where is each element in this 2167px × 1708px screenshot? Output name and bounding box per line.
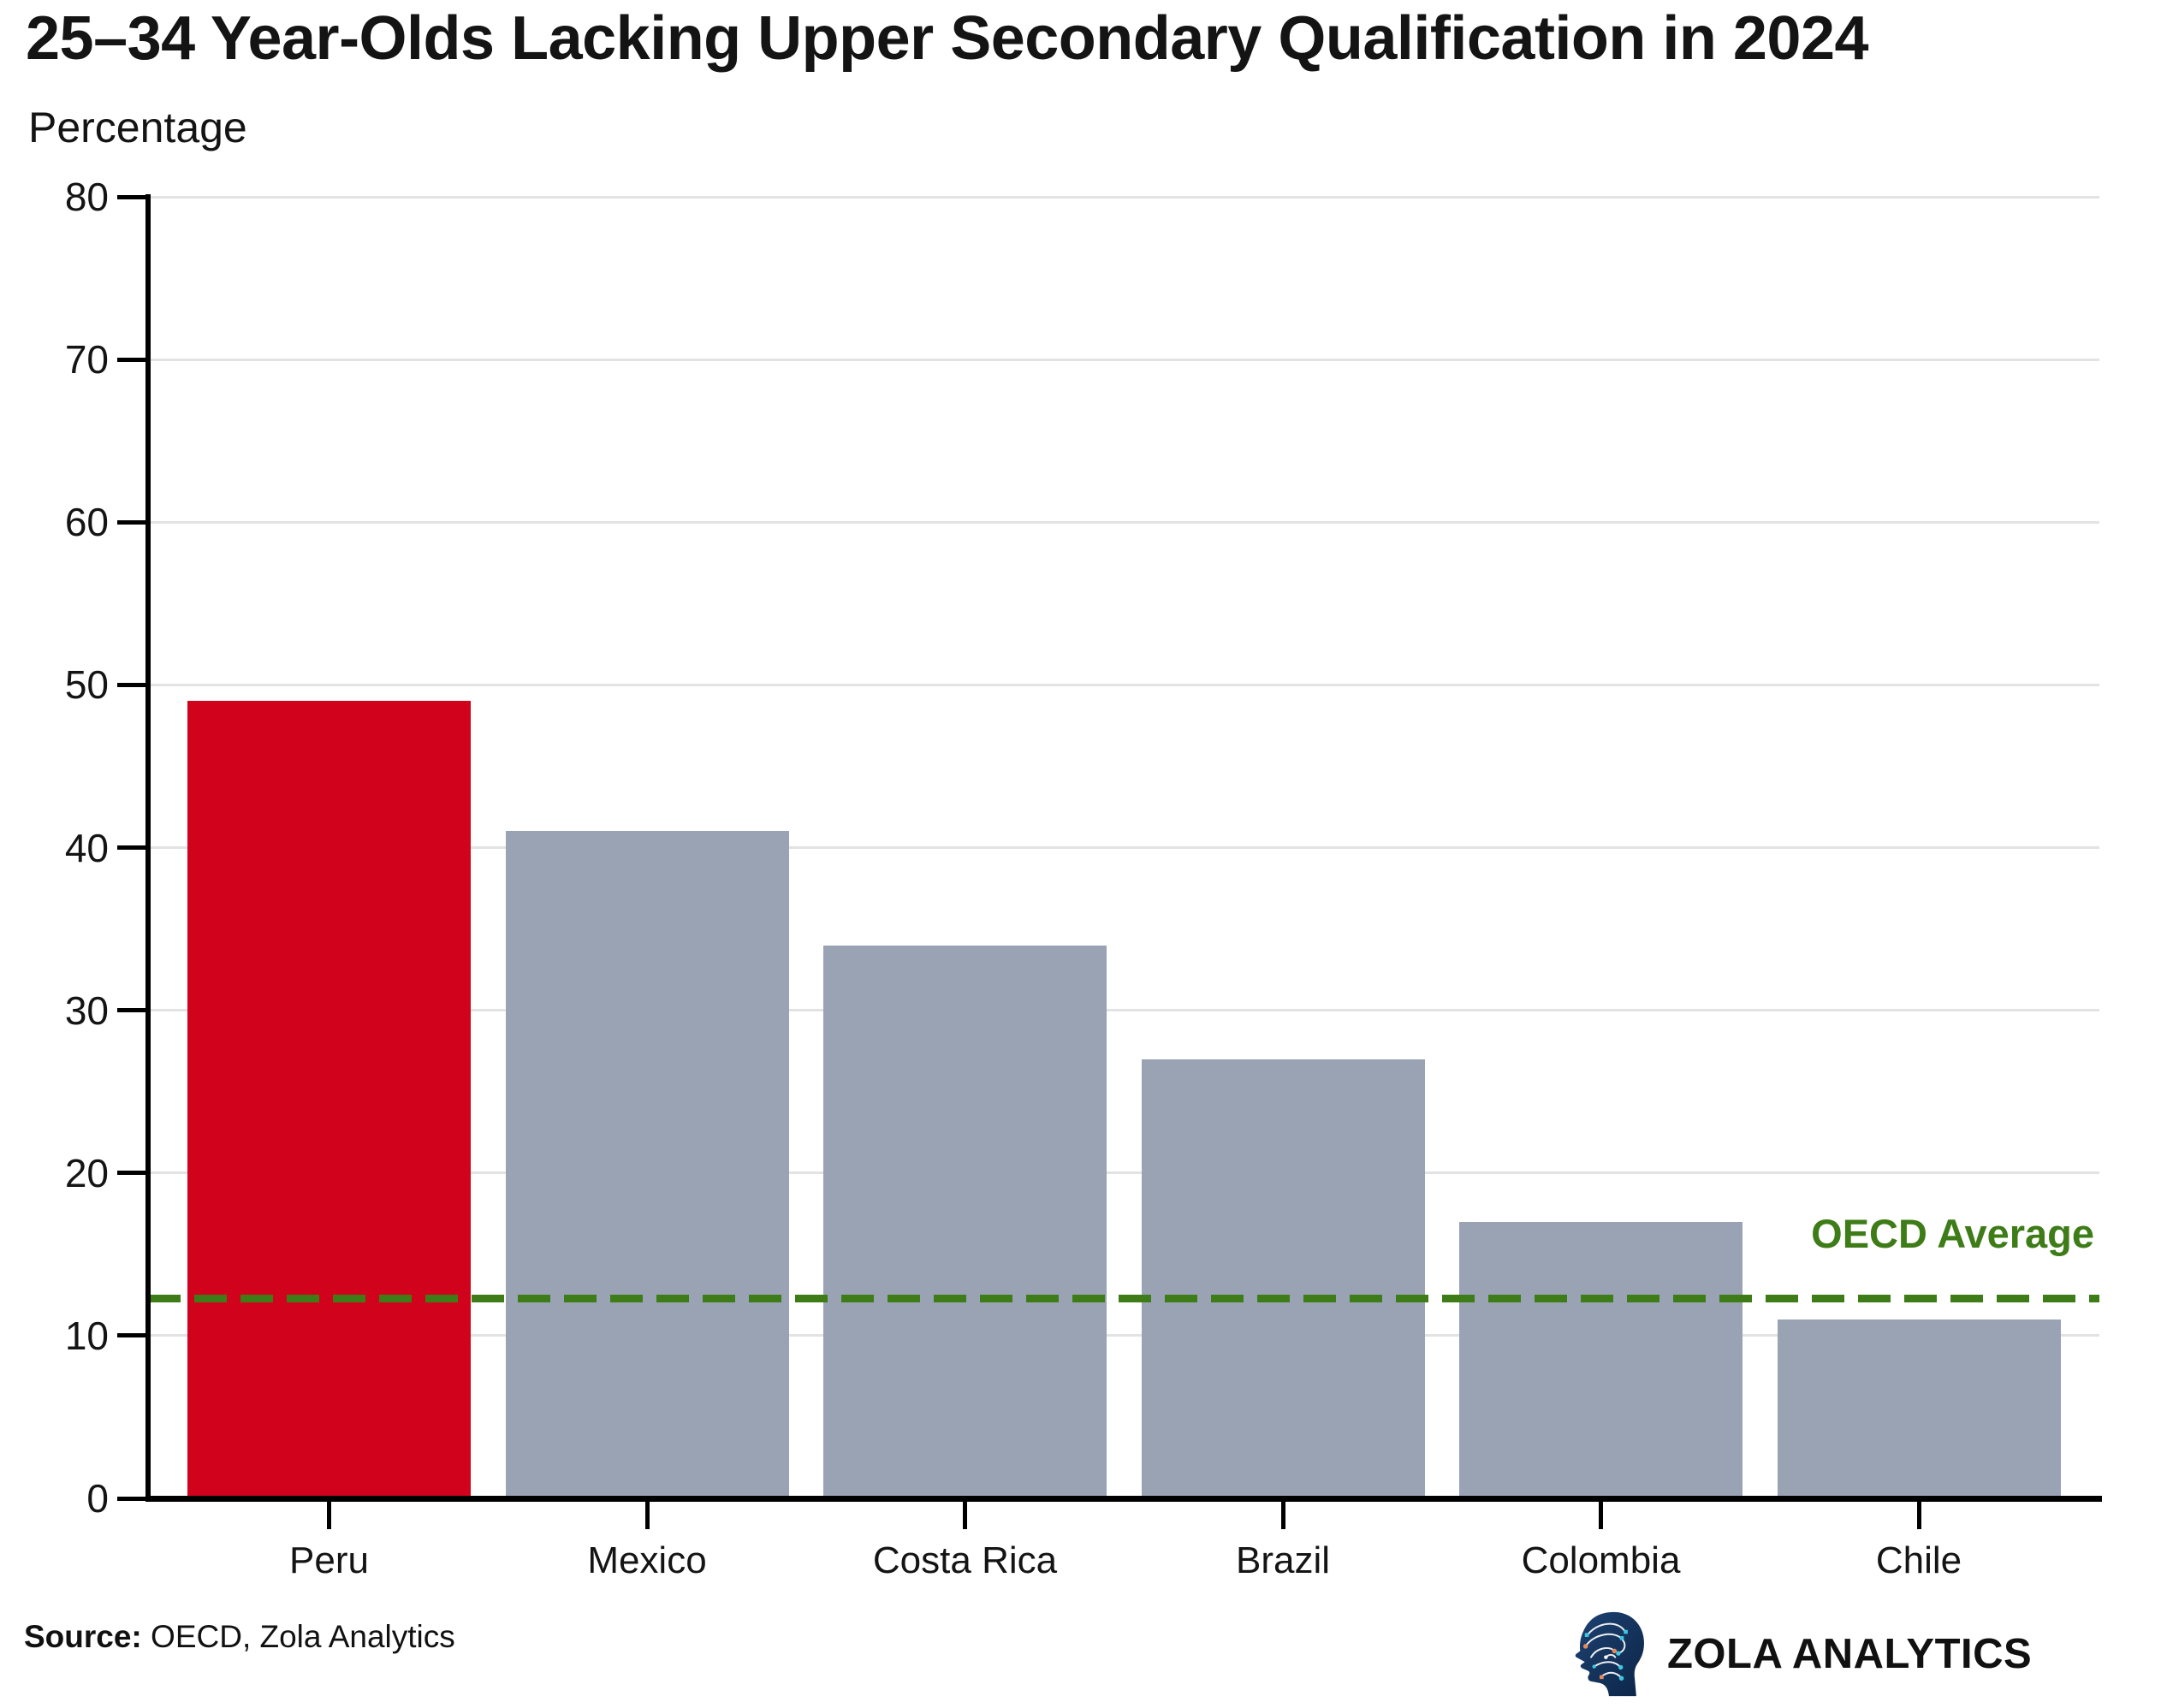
x-tick-3 <box>1280 1502 1285 1529</box>
x-tick-4 <box>1599 1502 1603 1529</box>
gridline-40 <box>148 846 2099 849</box>
bar-colombia <box>1459 1221 1743 1498</box>
plot-area: Peru Mexico Costa Rica Brazil Colombia Chile O… <box>65 175 2102 1581</box>
y-tick-label-20: 20 <box>64 1150 109 1195</box>
gridline-30 <box>148 1009 2099 1012</box>
y-tick-label-0: 0 <box>86 1476 109 1521</box>
gridline-10 <box>148 1334 2099 1337</box>
gridline-50 <box>148 683 2099 686</box>
y-tick-label-60: 60 <box>64 500 109 545</box>
y-tick-label-50: 50 <box>64 662 109 708</box>
y-tick-50 <box>117 682 148 687</box>
x-axis-label-mexico: Mexico <box>587 1539 707 1581</box>
source-note: Source: OECD, Zola Analytics <box>24 1619 455 1655</box>
x-axis-label-chile: Chile <box>1875 1539 1962 1581</box>
y-tick-label-10: 10 <box>64 1313 109 1358</box>
y-tick-label-30: 30 <box>64 987 109 1033</box>
y-tick-80 <box>117 194 148 199</box>
y-tick-0 <box>117 1496 148 1501</box>
y-tick-label-40: 40 <box>64 825 109 870</box>
gridline-80 <box>148 195 2099 199</box>
gridline-60 <box>148 520 2099 524</box>
y-tick-70 <box>117 357 148 362</box>
y-tick-30 <box>117 1008 148 1013</box>
y-tick-10 <box>117 1333 148 1338</box>
ai-head-circuit-icon <box>1575 1611 1644 1697</box>
x-axis-label-costa-rica: Costa Rica <box>872 1539 1058 1581</box>
bar-brazil <box>1141 1059 1425 1498</box>
gridline-20 <box>148 1171 2099 1175</box>
bar-costa-rica <box>823 945 1107 1498</box>
reference-line-label: OECD Average <box>1811 1211 2094 1257</box>
x-axis-label-colombia: Colombia <box>1521 1539 1681 1581</box>
y-tick-label-80: 80 <box>64 175 109 219</box>
bar-chile <box>1777 1319 2061 1498</box>
source-label: Source: <box>24 1619 142 1654</box>
y-axis-unit-label: Percentage <box>28 104 247 151</box>
x-tick-2 <box>963 1502 967 1529</box>
x-axis-line <box>145 1495 2102 1502</box>
source-text: OECD, Zola Analytics <box>141 1619 455 1654</box>
x-axis-label-peru: Peru <box>289 1539 369 1581</box>
bar-mexico <box>505 831 789 1498</box>
y-tick-label-70: 70 <box>64 337 109 383</box>
x-tick-5 <box>1916 1502 1921 1529</box>
reference-line <box>148 1294 2099 1302</box>
y-tick-40 <box>117 845 148 850</box>
y-axis-line <box>145 194 151 1498</box>
chart-title: 25–34 Year-Olds Lacking Upper Secondary … <box>26 4 1869 73</box>
bar-peru <box>187 701 471 1498</box>
brand-name: ZOLA ANALYTICS <box>1667 1631 2033 1677</box>
x-tick-0 <box>327 1502 331 1529</box>
brand-lockup: ZOLA ANALYTICS <box>1570 1610 2032 1698</box>
y-tick-20 <box>117 1171 148 1176</box>
y-tick-60 <box>117 519 148 525</box>
x-axis-label-brazil: Brazil <box>1235 1539 1331 1581</box>
gridline-70 <box>148 358 2099 361</box>
x-tick-1 <box>644 1502 650 1529</box>
